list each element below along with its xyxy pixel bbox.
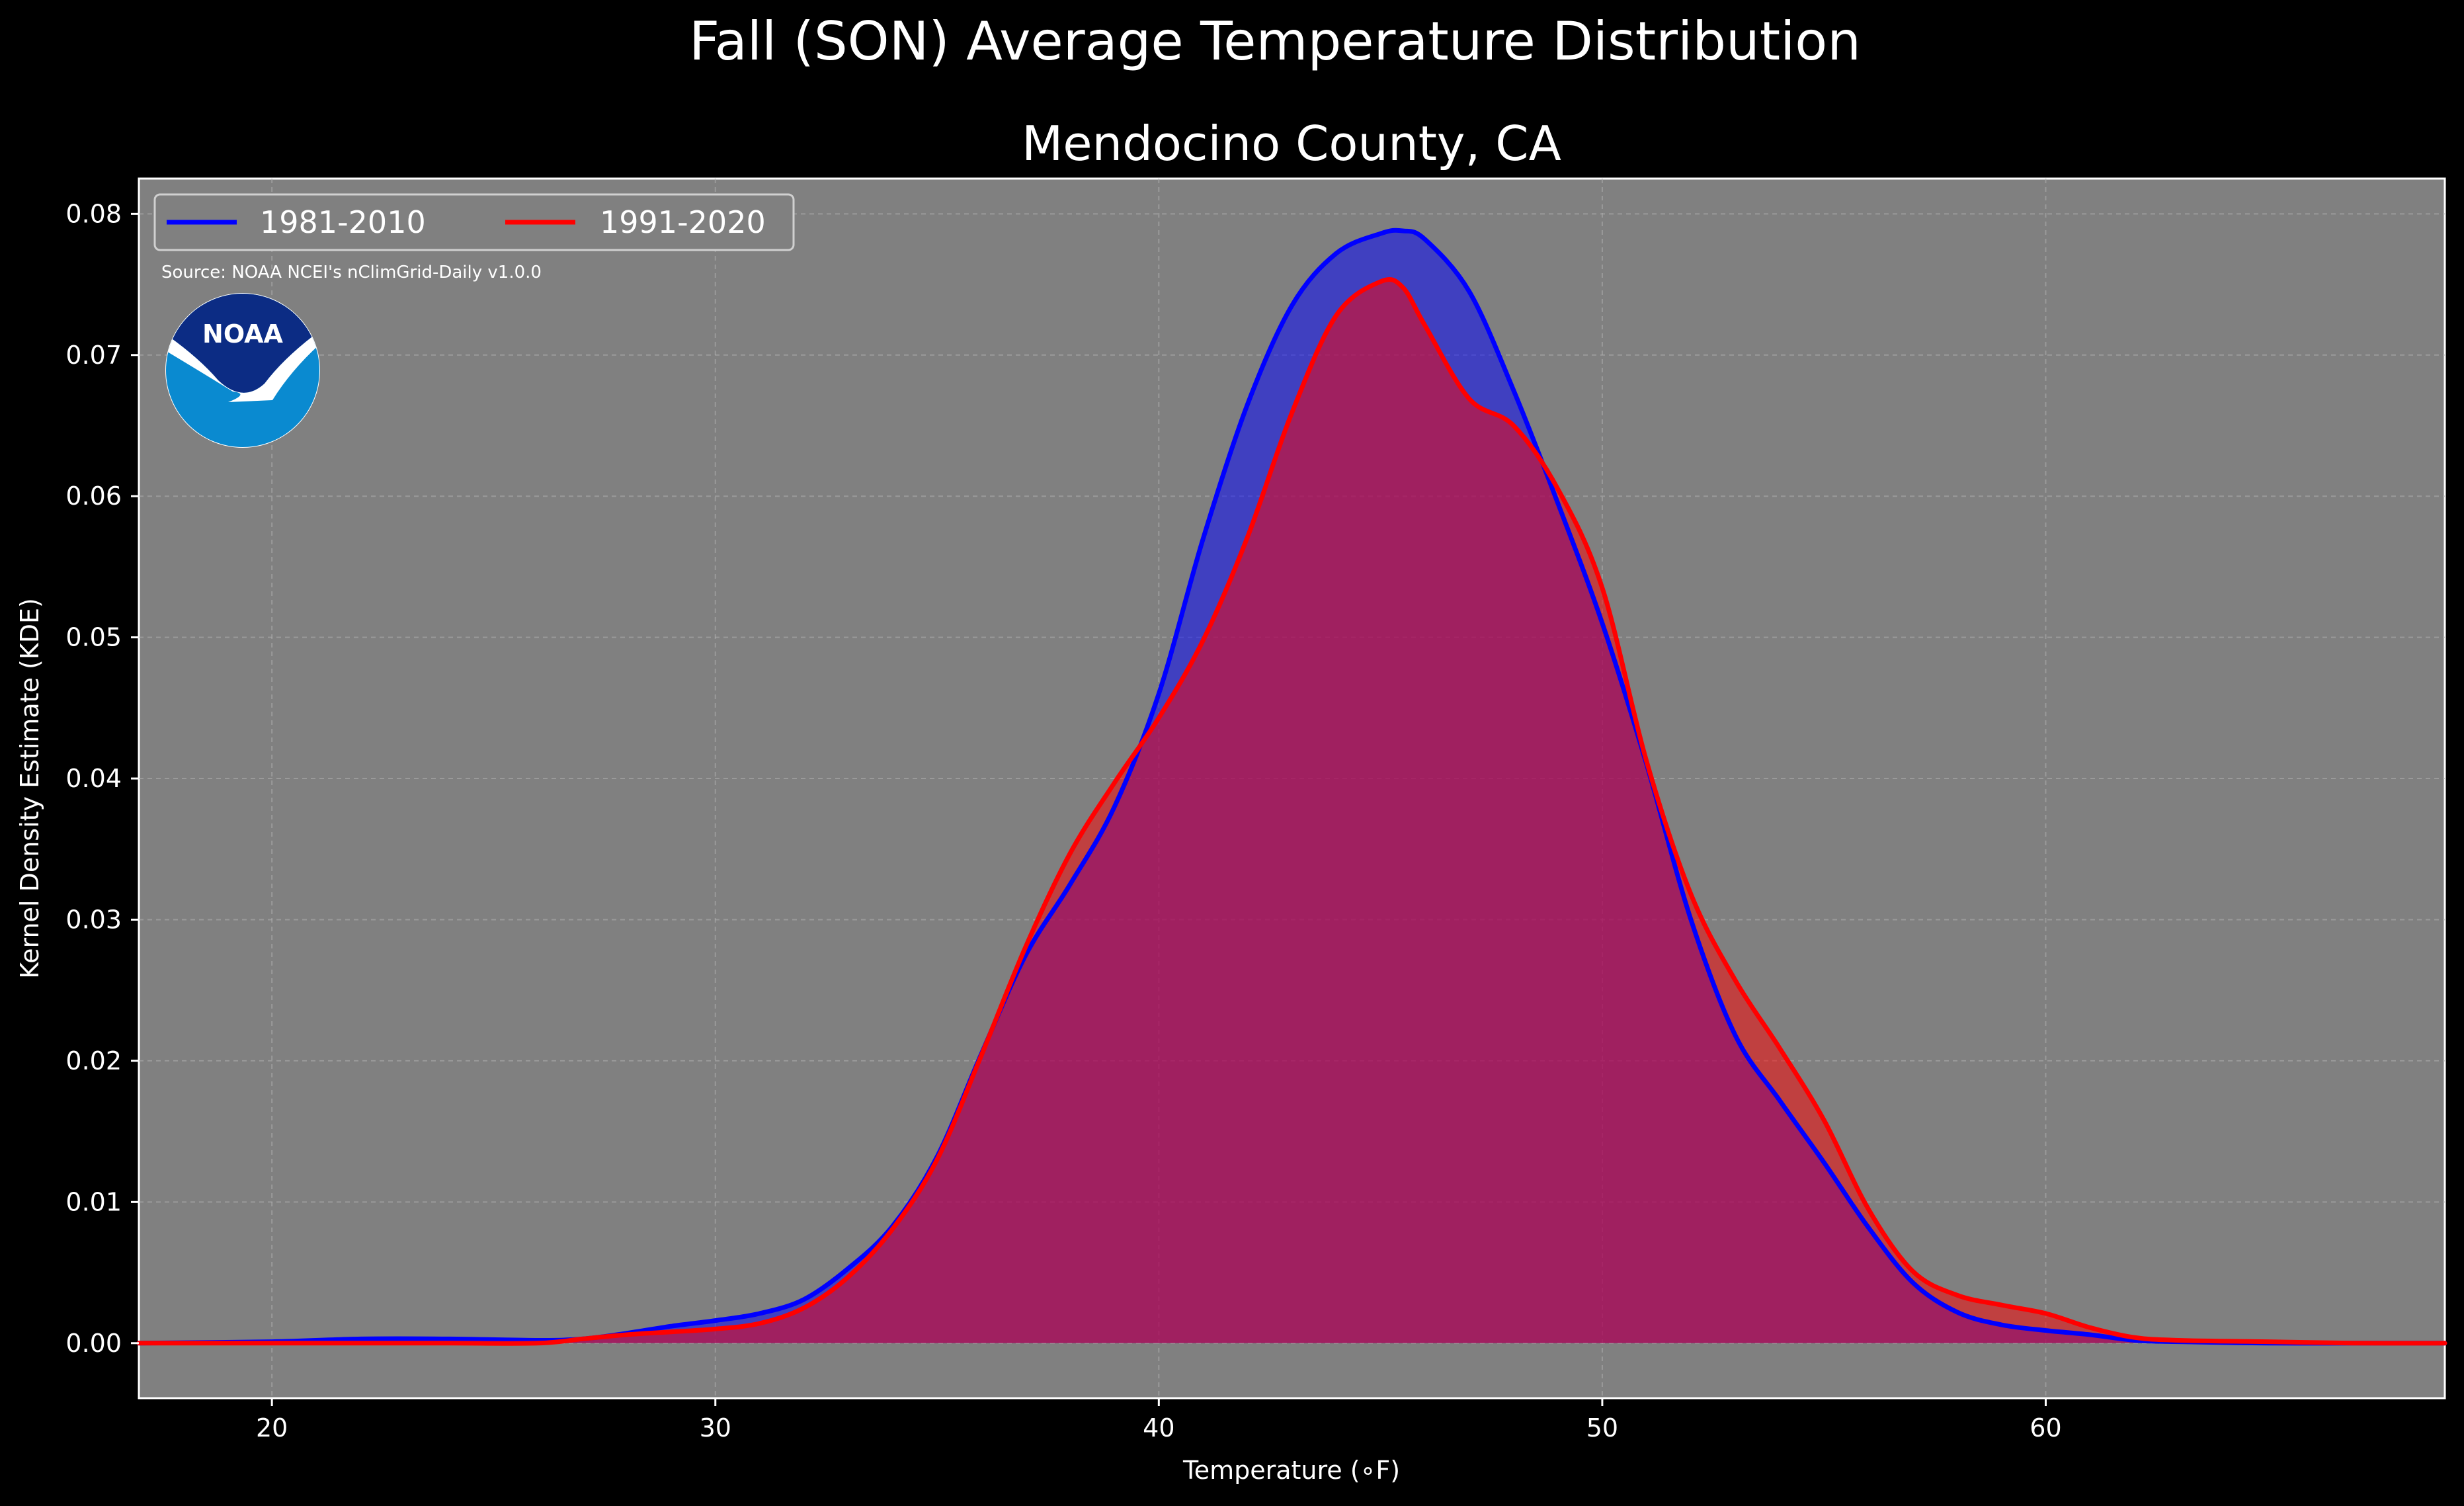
x-tick-label: 30 bbox=[700, 1413, 731, 1443]
legend: 1981-2010 1991-2020 bbox=[153, 193, 795, 251]
y-tick-label: 0.00 bbox=[65, 1329, 122, 1358]
x-axis-label: Temperature (∘F) bbox=[1182, 1456, 1400, 1485]
y-tick-label: 0.04 bbox=[65, 764, 122, 793]
noaa-logo-text: NOAA bbox=[202, 319, 283, 349]
y-tick-label: 0.01 bbox=[65, 1187, 122, 1216]
legend-box bbox=[153, 193, 795, 251]
y-tick-label: 0.02 bbox=[65, 1046, 122, 1075]
y-tick-label: 0.03 bbox=[65, 905, 122, 934]
x-tick-label: 40 bbox=[1143, 1413, 1174, 1443]
noaa-logo-bird bbox=[166, 331, 319, 402]
y-tick-label: 0.05 bbox=[65, 623, 122, 652]
series-line-1981-2010 bbox=[136, 228, 2447, 1346]
noaa-logo: NOAA bbox=[165, 293, 320, 448]
x-tick-label: 20 bbox=[256, 1413, 288, 1443]
x-axis-ticks: 20 30 40 50 60 bbox=[256, 1398, 2062, 1443]
x-tick-label: 50 bbox=[1586, 1413, 1618, 1443]
y-axis-ticks: 0.00 0.01 0.02 0.03 0.04 0.05 0.06 0.07 0.08 bbox=[65, 199, 139, 1358]
noaa-logo-sky bbox=[166, 294, 319, 393]
source-annotation: Source: NOAA NCEI's nClimGrid-Daily v1.0… bbox=[161, 263, 542, 282]
area-fill-1991-2020 bbox=[139, 279, 2445, 1344]
y-tick-label: 0.07 bbox=[65, 341, 122, 370]
y-tick-label: 0.06 bbox=[65, 481, 122, 511]
x-tick-label: 60 bbox=[2030, 1413, 2061, 1443]
series-lines bbox=[136, 228, 2447, 1346]
y-tick-label: 0.08 bbox=[65, 199, 122, 228]
chart-title: Mendocino County, CA bbox=[1022, 116, 1561, 171]
y-axis-label: Kernel Density Estimate (KDE) bbox=[15, 598, 44, 979]
chart-suptitle: Fall (SON) Average Temperature Distribut… bbox=[689, 11, 1861, 72]
series-fills bbox=[139, 230, 2445, 1344]
legend-label-1991-2020: 1991-2020 bbox=[600, 204, 766, 240]
series-line-1991-2020 bbox=[136, 276, 2447, 1346]
legend-label-1981-2010: 1981-2010 bbox=[260, 204, 426, 240]
